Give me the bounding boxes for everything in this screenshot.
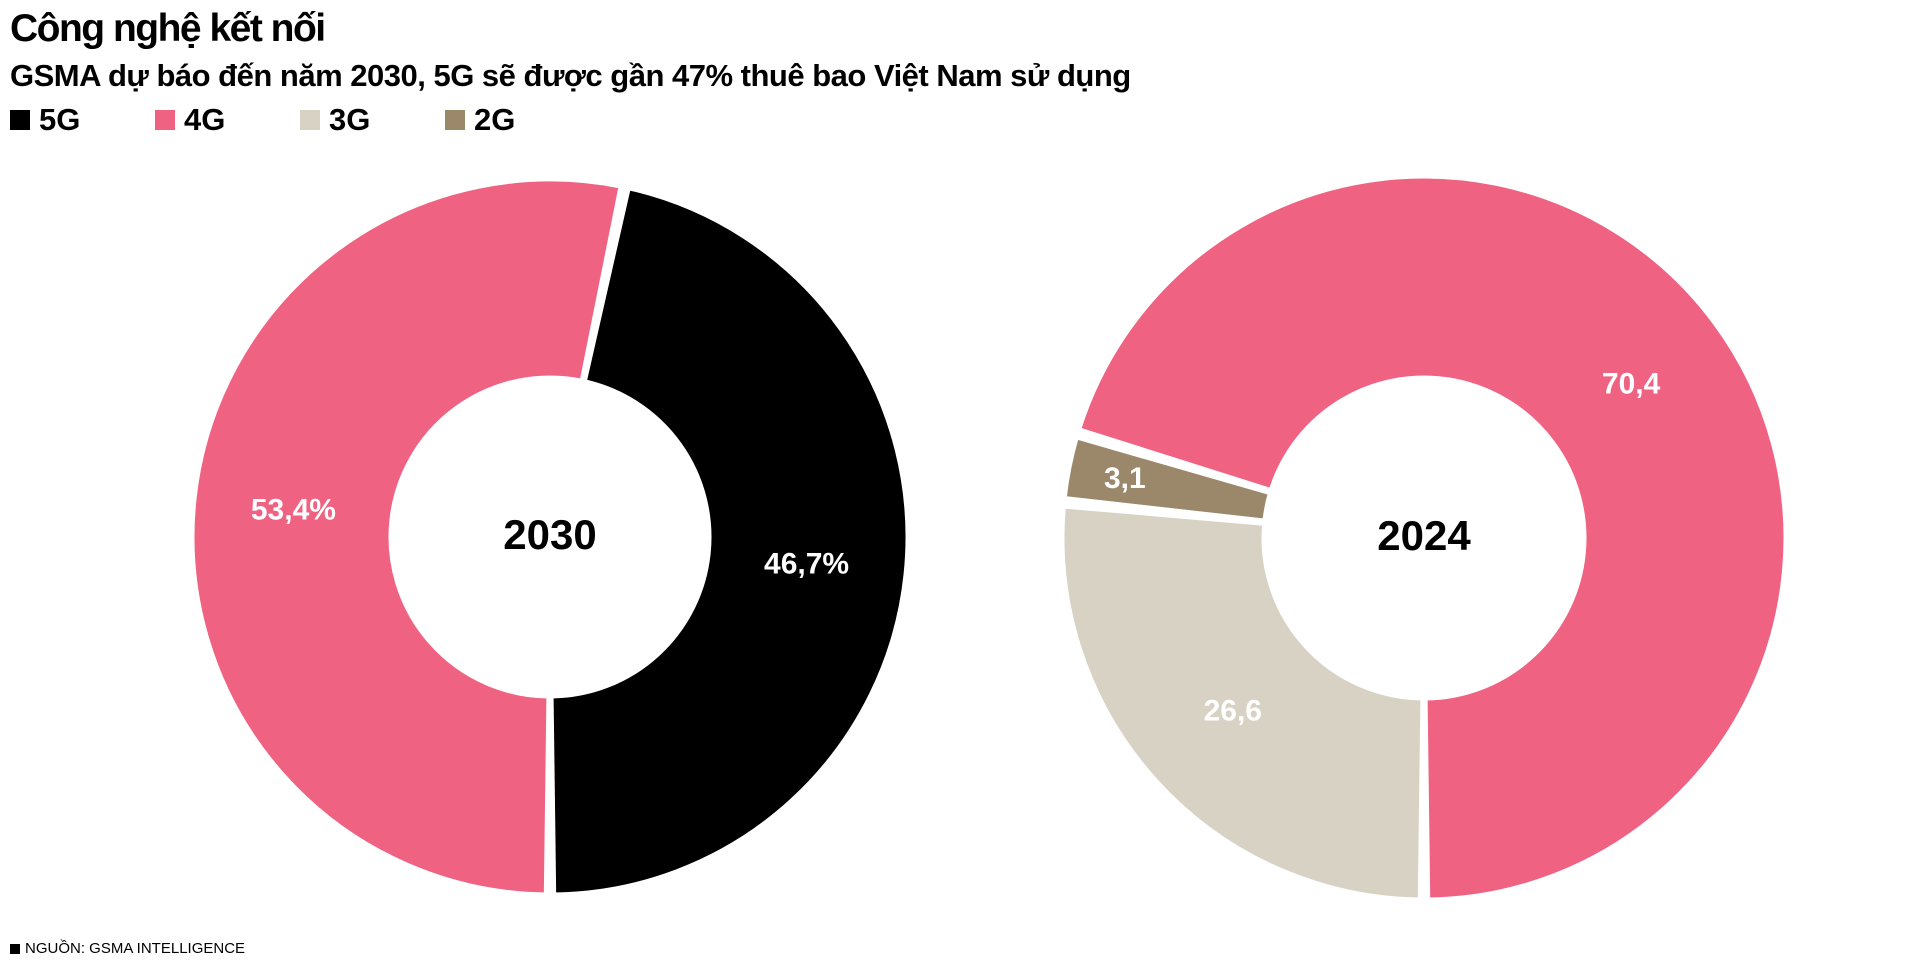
- donut-slice-2024-3g: [1061, 505, 1424, 901]
- source-note: NGUỒN: GSMA INTELLIGENCE: [10, 940, 245, 958]
- chart-title: Công nghệ kết nối: [10, 7, 326, 50]
- slice-label-2024-2g: 3,1: [1104, 462, 1146, 495]
- legend-swatch-3g: [300, 110, 320, 130]
- legend-label-4g: 4G: [184, 102, 226, 137]
- legend-item-5g: 5G: [10, 100, 155, 140]
- legend: 5G 4G 3G 2G: [10, 100, 590, 140]
- slice-label-2024-4g: 70,4: [1602, 368, 1661, 401]
- center-label-2030: 2030: [503, 511, 596, 558]
- legend-item-4g: 4G: [155, 100, 300, 140]
- source-marker: [10, 944, 20, 954]
- legend-label-2g: 2G: [474, 102, 516, 137]
- donut-chart-2024: 70,4 3,1 26,6 2024: [1061, 175, 1787, 901]
- legend-label-5g: 5G: [39, 102, 81, 137]
- legend-label-3g: 3G: [329, 102, 371, 137]
- donut-slice-2024-2g: [1063, 436, 1271, 522]
- legend-item-2g: 2G: [445, 100, 590, 140]
- slice-label-2030-4g: 53,4%: [251, 493, 336, 526]
- donut-chart-2030: 46,7% 53,4% 2030: [191, 178, 909, 896]
- donut-slice-2030-5g: [550, 187, 909, 896]
- slice-label-2024-3g: 26,6: [1204, 695, 1262, 728]
- legend-swatch-4g: [155, 110, 175, 130]
- legend-swatch-2g: [445, 110, 465, 130]
- donut-slice-2024-4g: [1078, 175, 1787, 901]
- source-text: NGUỒN: GSMA INTELLIGENCE: [25, 940, 246, 957]
- donut-charts: 46,7% 53,4% 2030 70,4 3,1 26,6 2024: [191, 175, 1787, 901]
- donut-slice-2030-4g: [191, 178, 622, 896]
- center-label-2024: 2024: [1377, 512, 1471, 559]
- legend-swatch-5g: [10, 110, 30, 130]
- slice-label-2030-5g: 46,7%: [764, 548, 849, 581]
- chart-subtitle: GSMA dự báo đến năm 2030, 5G sẽ được gần…: [10, 58, 1131, 93]
- legend-item-3g: 3G: [300, 100, 445, 140]
